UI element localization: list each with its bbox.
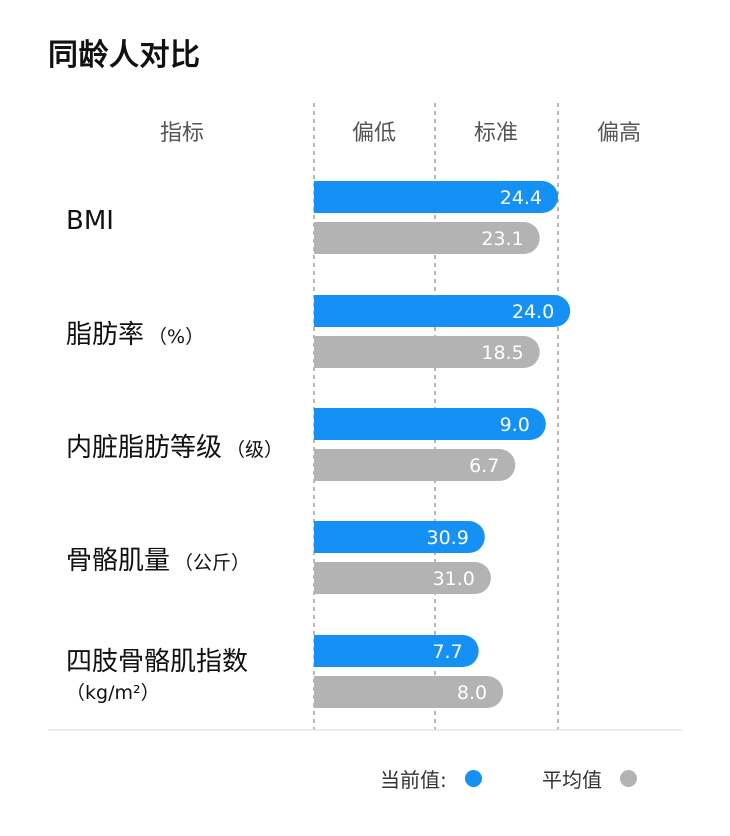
bar-current-3-value-label: 30.9 (426, 527, 468, 549)
legend-dot-average-icon (620, 769, 637, 787)
bar-current-2-value-label: 9.0 (500, 414, 530, 436)
bar-average-3-value-label: 31.0 (433, 568, 475, 590)
legend-dot-current-icon (464, 769, 482, 787)
bar-current-1-value-label: 24.0 (512, 301, 554, 323)
row-unit-1: （%） (148, 326, 204, 348)
zone-label-1: 标准 (474, 121, 518, 146)
bar-average-2 (314, 449, 516, 481)
legend-item-average: 平均值 (542, 760, 637, 796)
row-label-main-2: 内脏脂肪等级 (66, 433, 222, 463)
header-label-indicator: 指标 (160, 121, 204, 146)
legend-label-average: 平均值 (542, 767, 602, 792)
bar-current-0 (314, 181, 558, 213)
bar-average-2-value-label: 6.7 (469, 455, 499, 477)
legend: 当前值: 平均值 (0, 760, 730, 796)
row-label-main-0: BMI (66, 206, 114, 236)
bar-average-4 (314, 676, 504, 708)
bar-average-3 (314, 562, 491, 594)
bar-average-0 (314, 222, 540, 254)
bar-current-1 (314, 295, 571, 327)
page-title: 同龄人对比 (48, 38, 201, 73)
bar-average-1-value-label: 18.5 (481, 342, 523, 364)
bar-current-3 (314, 521, 485, 553)
bar-average-0-value-label: 23.1 (481, 228, 523, 250)
row-label-2: 内脏脂肪等级 （级） (66, 433, 283, 463)
row-label-main-1: 脂肪率 (66, 320, 144, 350)
zone-label-2: 偏高 (597, 121, 641, 146)
bar-current-4-value-label: 7.7 (432, 641, 462, 663)
row-label-1: 脂肪率 （%） (66, 320, 204, 350)
bar-current-2 (314, 408, 546, 440)
row-label-3: 骨骼肌量 （公斤） (66, 546, 250, 576)
zone-label-0: 偏低 (352, 121, 396, 146)
legend-item-current: 当前值: (380, 760, 482, 796)
row-label-0: BMI (66, 206, 114, 236)
bar-current-0-value-label: 24.4 (500, 187, 542, 209)
bar-current-4 (314, 635, 479, 667)
row-label-main-3: 骨骼肌量 (66, 546, 170, 576)
bar-average-4-value-label: 8.0 (457, 682, 487, 704)
legend-label-current: 当前值: (380, 767, 447, 792)
row-unit-3: （公斤） (174, 552, 250, 574)
row-unit-2: （级） (226, 439, 283, 461)
bar-average-1 (314, 336, 540, 368)
row-label-4: 四肢骨骼肌指数 (66, 647, 248, 677)
row-unit-4: （kg/m²） (66, 682, 160, 704)
